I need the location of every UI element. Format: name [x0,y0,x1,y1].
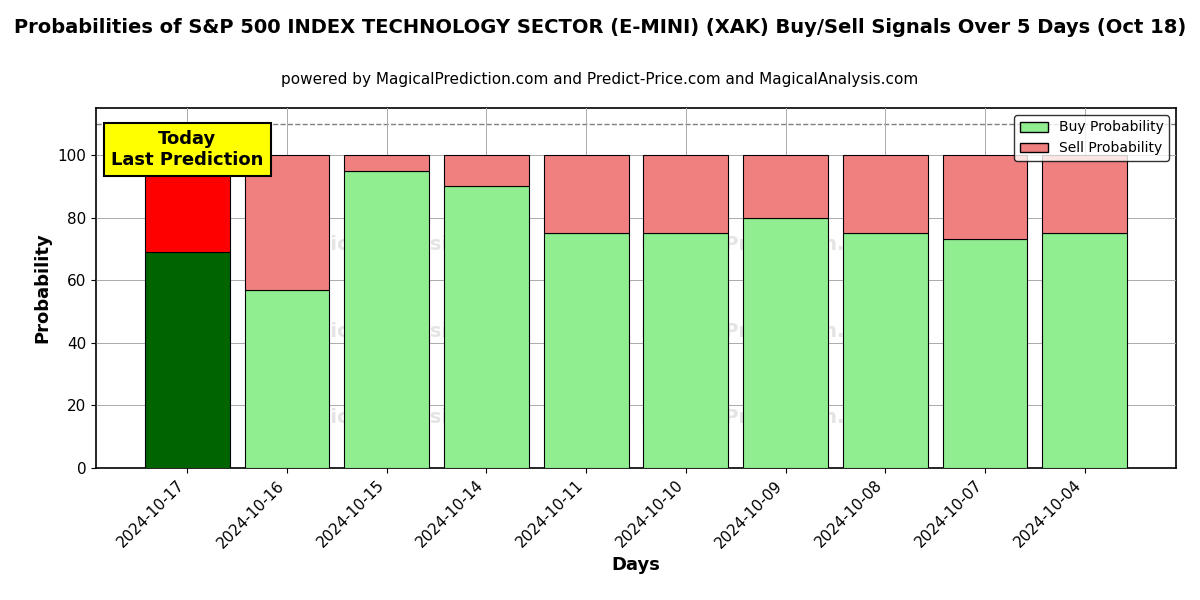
Bar [544,233,629,468]
Bar [1042,155,1127,233]
Bar [743,155,828,218]
Bar [942,155,1027,239]
Text: MagicalAnalysis.com: MagicalAnalysis.com [284,322,512,341]
Text: MagicalPrediction.com: MagicalPrediction.com [641,322,890,341]
Bar [544,155,629,233]
Bar [245,290,330,468]
Text: Probabilities of S&P 500 INDEX TECHNOLOGY SECTOR (E-MINI) (XAK) Buy/Sell Signals: Probabilities of S&P 500 INDEX TECHNOLOG… [14,18,1186,37]
Bar [344,155,430,170]
Bar [145,155,230,252]
Bar [942,239,1027,468]
Text: MagicalPrediction.com: MagicalPrediction.com [641,235,890,254]
Bar [145,252,230,468]
Bar [842,233,928,468]
Text: powered by MagicalPrediction.com and Predict-Price.com and MagicalAnalysis.com: powered by MagicalPrediction.com and Pre… [281,72,919,87]
Bar [344,170,430,468]
Text: MagicalAnalysis.com: MagicalAnalysis.com [284,235,512,254]
X-axis label: Days: Days [612,556,660,574]
Bar [842,155,928,233]
Legend: Buy Probability, Sell Probability: Buy Probability, Sell Probability [1014,115,1169,161]
Bar [743,218,828,468]
Text: MagicalPrediction.com: MagicalPrediction.com [641,408,890,427]
Bar [643,233,728,468]
Bar [444,155,529,186]
Bar [643,155,728,233]
Bar [245,155,330,290]
Bar [1042,233,1127,468]
Bar [444,186,529,468]
Y-axis label: Probability: Probability [34,233,52,343]
Text: Today
Last Prediction: Today Last Prediction [112,130,264,169]
Text: MagicalAnalysis.com: MagicalAnalysis.com [284,408,512,427]
